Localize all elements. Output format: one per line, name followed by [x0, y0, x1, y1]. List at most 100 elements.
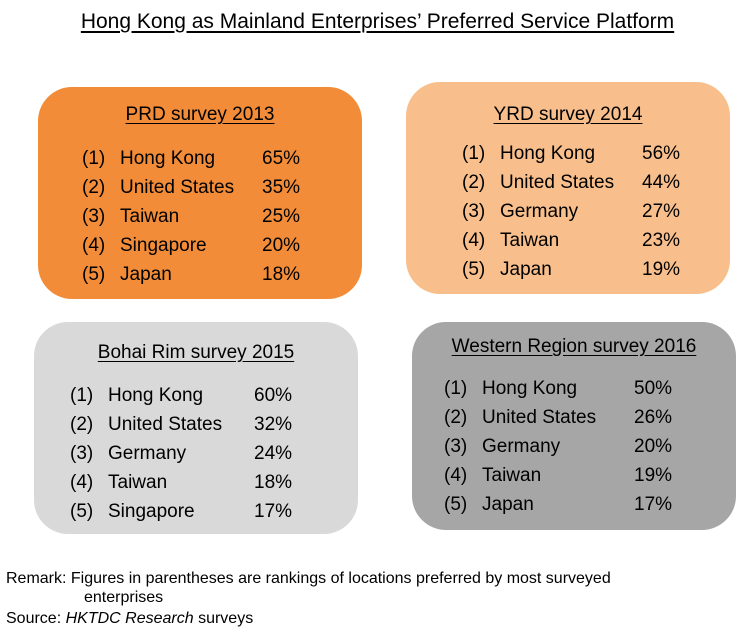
yrd-survey-box: YRD survey 2014 (1) Hong Kong 56% (2) United… [406, 82, 730, 294]
location-name: Taiwan [500, 230, 560, 251]
percentage-value: 18% [254, 472, 293, 493]
ranking-row: (5) Japan 19% [462, 255, 722, 284]
ranking-row: (2) United States 32% [70, 410, 340, 439]
ranking-row: (3) Germany 24% [70, 439, 340, 468]
location-name: Hong Kong [500, 143, 596, 164]
yrd-ranking-list: (1) Hong Kong 56% (2) United States 44% (3) Ger… [462, 139, 722, 284]
bohai-survey-box: Bohai Rim survey 2015 (1) Hong Kong 60% (2)… [34, 322, 358, 534]
location-name: Taiwan [120, 206, 180, 227]
percentage-value: 60% [254, 385, 293, 406]
rank-number: (4) [70, 472, 94, 493]
ranking-row: (4) Taiwan 18% [70, 468, 340, 497]
ranking-row: (3) Germany 27% [462, 197, 722, 226]
percentage-value: 17% [634, 494, 673, 515]
location-name: Singapore [120, 235, 207, 256]
ranking-row: (1) Hong Kong 50% [444, 374, 714, 403]
location-name: Taiwan [108, 472, 168, 493]
percentage-value: 20% [262, 235, 301, 256]
location-name: Singapore [108, 501, 195, 522]
ranking-row: (1) Hong Kong 60% [70, 381, 340, 410]
location-name: Japan [482, 494, 534, 515]
percentage-value: 20% [634, 436, 673, 457]
source-suffix: surveys [193, 610, 254, 627]
percentage-value: 32% [254, 414, 293, 435]
rank-number: (3) [70, 443, 94, 464]
remark-text: Remark: Figures in parentheses are ranki… [6, 570, 611, 587]
percentage-value: 24% [254, 443, 293, 464]
location-name: Taiwan [482, 465, 542, 486]
ranking-row: (5) Japan 18% [82, 260, 352, 289]
bohai-ranking-list: (1) Hong Kong 60% (2) United States 32% (3) Ger… [70, 381, 340, 526]
location-name: United States [108, 414, 223, 435]
rank-number: (3) [82, 206, 106, 227]
rank-number: (4) [462, 230, 486, 251]
rank-number: (1) [444, 378, 468, 399]
western-survey-box: Western Region survey 2016 (1) Hong Kong 5… [412, 322, 736, 530]
rank-number: (3) [444, 436, 468, 457]
percentage-value: 19% [642, 259, 681, 280]
percentage-value: 27% [642, 201, 681, 222]
rank-number: (1) [82, 148, 106, 169]
location-name: United States [482, 407, 597, 428]
location-name: Japan [120, 264, 172, 285]
source-italic: HKTDC Research [65, 610, 194, 627]
percentage-value: 44% [642, 172, 681, 193]
source-prefix: Source: [6, 610, 66, 627]
rank-number: (2) [444, 407, 468, 428]
western-ranking-list: (1) Hong Kong 50% (2) United States 26% (3) Ger… [444, 374, 714, 519]
source-note: Source: HKTDC Research surveys [6, 609, 253, 628]
rank-number: (1) [70, 385, 94, 406]
rank-number: (1) [462, 143, 486, 164]
yrd-survey-title: YRD survey 2014 [493, 104, 643, 125]
bohai-survey-title: Bohai Rim survey 2015 [97, 342, 295, 363]
ranking-row: (2) United States 26% [444, 403, 714, 432]
ranking-row: (3) Germany 20% [444, 432, 714, 461]
rank-number: (4) [82, 235, 106, 256]
ranking-row: (4) Taiwan 19% [444, 461, 714, 490]
percentage-value: 17% [254, 501, 293, 522]
location-name: Germany [482, 436, 561, 457]
rank-number: (2) [82, 177, 106, 198]
percentage-value: 26% [634, 407, 673, 428]
location-name: Germany [500, 201, 579, 222]
rank-number: (5) [82, 264, 106, 285]
location-name: United States [120, 177, 235, 198]
location-name: United States [500, 172, 615, 193]
rank-number: (3) [462, 201, 486, 222]
ranking-row: (5) Japan 17% [444, 490, 714, 519]
percentage-value: 35% [262, 177, 301, 198]
rank-number: (5) [444, 494, 468, 515]
percentage-value: 50% [634, 378, 673, 399]
percentage-value: 25% [262, 206, 301, 227]
location-name: Hong Kong [482, 378, 578, 399]
rank-number: (5) [462, 259, 486, 280]
ranking-row: (4) Taiwan 23% [462, 226, 722, 255]
percentage-value: 65% [262, 148, 301, 169]
percentage-value: 56% [642, 143, 681, 164]
ranking-row: (2) United States 35% [82, 173, 352, 202]
ranking-row: (5) Singapore 17% [70, 497, 340, 526]
rank-number: (2) [70, 414, 94, 435]
remark-text-continued: enterprises [84, 589, 164, 606]
location-name: Hong Kong [108, 385, 204, 406]
western-survey-title: Western Region survey 2016 [451, 336, 697, 357]
ranking-row: (1) Hong Kong 65% [82, 144, 352, 173]
percentage-value: 19% [634, 465, 673, 486]
rank-number: (5) [70, 501, 94, 522]
ranking-row: (1) Hong Kong 56% [462, 139, 722, 168]
ranking-row: (2) United States 44% [462, 168, 722, 197]
ranking-row: (3) Taiwan 25% [82, 202, 352, 231]
prd-ranking-list: (1) Hong Kong 65% (2) United States 35% (3) Tai… [82, 144, 352, 289]
location-name: Germany [108, 443, 187, 464]
page-title: Hong Kong as Mainland Enterprises’ Prefe… [80, 10, 675, 33]
percentage-value: 23% [642, 230, 681, 251]
location-name: Japan [500, 259, 552, 280]
prd-survey-title: PRD survey 2013 [125, 104, 275, 125]
ranking-row: (4) Singapore 20% [82, 231, 352, 260]
rank-number: (2) [462, 172, 486, 193]
prd-survey-box: PRD survey 2013 (1) Hong Kong 65% (2) United… [38, 87, 362, 299]
rank-number: (4) [444, 465, 468, 486]
percentage-value: 18% [262, 264, 301, 285]
location-name: Hong Kong [120, 148, 216, 169]
